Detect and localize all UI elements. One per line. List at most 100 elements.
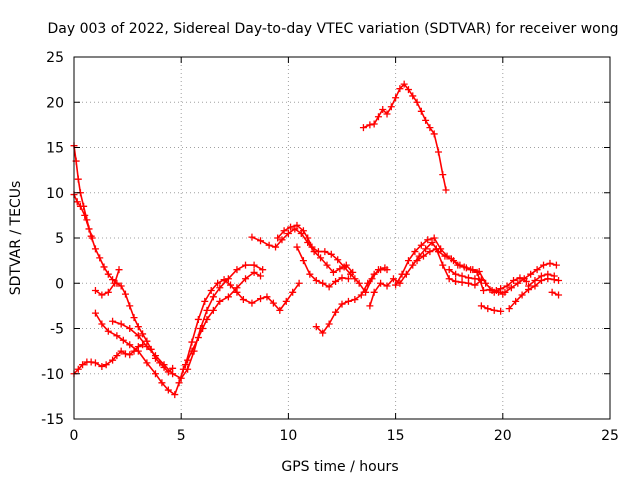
- data-point: [87, 358, 95, 366]
- data-point: [109, 276, 117, 284]
- y-tick-label: 5: [55, 231, 64, 247]
- data-point: [181, 361, 189, 369]
- data-point: [91, 309, 99, 317]
- data-point: [409, 92, 417, 100]
- data-point: [220, 276, 228, 284]
- data-point: [98, 363, 106, 371]
- series-sat-g: [181, 276, 303, 369]
- data-point: [449, 257, 457, 265]
- data-point: [544, 270, 552, 278]
- data-point: [175, 379, 183, 387]
- data-point: [548, 288, 556, 296]
- data-point: [510, 277, 518, 285]
- series-sat-f: [109, 261, 267, 382]
- series-sat-k: [312, 266, 391, 337]
- data-point: [338, 300, 346, 308]
- series-sat-n: [392, 234, 560, 296]
- data-point: [104, 327, 112, 335]
- data-point: [364, 279, 372, 287]
- data-point: [417, 107, 425, 115]
- data-point: [188, 338, 196, 346]
- data-point: [177, 374, 185, 382]
- data-point: [121, 290, 129, 298]
- data-point: [74, 175, 82, 183]
- series-sat-p: [445, 266, 485, 284]
- data-point: [332, 277, 340, 285]
- data-point: [134, 347, 142, 355]
- data-point: [143, 343, 151, 351]
- y-tick-label: 20: [46, 95, 64, 111]
- data-point: [325, 320, 333, 328]
- data-point: [113, 332, 121, 340]
- data-point: [323, 261, 331, 269]
- data-point: [201, 297, 209, 305]
- data-point: [442, 186, 450, 194]
- data-point: [259, 266, 267, 274]
- series-sat-l: [359, 80, 450, 194]
- data-point: [525, 282, 533, 290]
- data-point: [428, 239, 436, 247]
- data-point: [299, 257, 307, 265]
- data-point: [126, 351, 134, 359]
- data-point: [366, 121, 374, 129]
- data-point: [555, 291, 563, 299]
- data-point: [456, 261, 464, 269]
- data-point: [117, 282, 125, 290]
- data-point: [379, 105, 387, 113]
- series-sat-t: [525, 270, 558, 290]
- data-point: [400, 80, 408, 88]
- data-point: [209, 306, 217, 314]
- data-point: [126, 325, 134, 332]
- data-point: [100, 263, 108, 271]
- data-point: [514, 279, 522, 287]
- data-point: [109, 317, 117, 325]
- data-point: [413, 98, 421, 106]
- data-point: [134, 332, 142, 340]
- data-point: [347, 270, 355, 278]
- x-tick-label: 20: [494, 428, 512, 444]
- grid-layer: [74, 57, 610, 419]
- data-point: [248, 299, 256, 307]
- data-point: [76, 202, 84, 210]
- data-point: [184, 365, 192, 373]
- data-point: [540, 261, 548, 269]
- y-tick-label: 15: [46, 141, 64, 157]
- data-point: [257, 295, 265, 303]
- data-point: [387, 103, 395, 111]
- data-point: [171, 391, 179, 399]
- series-sat-h: [248, 225, 357, 276]
- data-point: [518, 291, 526, 299]
- data-point: [214, 279, 222, 287]
- data-point: [413, 257, 421, 265]
- series-line: [184, 278, 300, 365]
- data-point: [263, 293, 271, 301]
- series-sat-q: [477, 302, 505, 315]
- data-point: [516, 274, 524, 282]
- x-tick-label: 15: [387, 428, 405, 444]
- series-layer: [70, 80, 563, 399]
- data-point: [282, 297, 290, 305]
- data-point: [314, 248, 322, 256]
- data-point: [299, 227, 307, 235]
- data-point: [430, 234, 438, 242]
- data-point: [130, 314, 138, 322]
- data-point: [284, 229, 292, 237]
- data-point: [203, 306, 211, 314]
- data-point: [295, 279, 303, 287]
- data-point: [321, 248, 329, 256]
- y-tick-label: -10: [41, 367, 64, 383]
- data-point: [505, 305, 513, 313]
- data-point: [196, 325, 204, 332]
- data-point: [383, 266, 391, 274]
- data-point: [370, 120, 378, 128]
- data-point: [85, 225, 93, 233]
- y-tick-label: -5: [50, 322, 64, 338]
- data-point: [537, 272, 545, 280]
- data-point: [477, 276, 485, 284]
- data-point: [325, 283, 333, 291]
- data-point: [452, 270, 460, 278]
- data-point: [227, 281, 235, 289]
- series-sat-u: [548, 288, 563, 299]
- data-point: [477, 302, 485, 310]
- data-point: [357, 291, 365, 299]
